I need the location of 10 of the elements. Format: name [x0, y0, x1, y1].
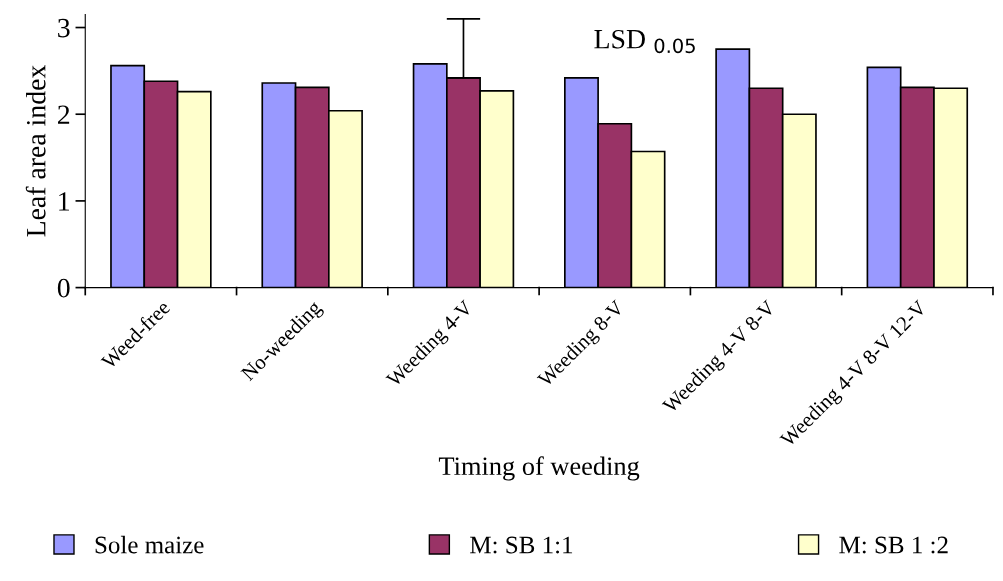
- legend-label: M: SB 1:1: [470, 536, 573, 554]
- legend-label: M: SB 1 :2: [839, 536, 948, 554]
- y-tick-label: 2: [58, 105, 70, 124]
- y-tick-label: 1: [59, 192, 70, 211]
- annotation: LSD $_{0.05}$: [594, 29, 695, 54]
- x-axis-title: Timing of weeding: [438, 456, 640, 481]
- y-tick-label: 3: [58, 18, 70, 38]
- y-axis-title: Leaf area index: [25, 65, 46, 237]
- y-tick-label: 0: [57, 278, 70, 298]
- legend-label: Sole maize: [95, 535, 204, 554]
